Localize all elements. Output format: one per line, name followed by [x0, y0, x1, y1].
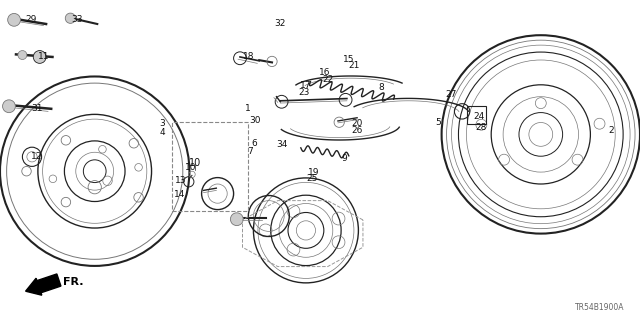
Text: 24: 24 — [473, 112, 484, 121]
Text: 21: 21 — [348, 61, 360, 70]
Text: 4: 4 — [159, 128, 164, 137]
Text: 1: 1 — [246, 104, 251, 113]
Text: 10: 10 — [189, 157, 202, 168]
Text: 33: 33 — [71, 15, 83, 24]
Circle shape — [33, 51, 46, 63]
Text: 11: 11 — [38, 52, 49, 61]
Text: 22: 22 — [322, 75, 333, 84]
Text: 30: 30 — [249, 116, 260, 125]
Text: TR54B1900A: TR54B1900A — [575, 303, 624, 312]
Text: 3: 3 — [159, 119, 164, 128]
Text: 26: 26 — [351, 126, 363, 135]
Text: 28: 28 — [476, 123, 487, 132]
Text: 16: 16 — [319, 68, 331, 77]
Text: 25: 25 — [307, 174, 318, 183]
Text: FR.: FR. — [63, 277, 83, 287]
Text: 27: 27 — [445, 90, 457, 99]
Text: 13: 13 — [175, 176, 186, 185]
Text: 7: 7 — [247, 147, 252, 156]
Text: 32: 32 — [275, 19, 286, 28]
Text: 14: 14 — [173, 190, 185, 199]
Text: 10: 10 — [185, 164, 196, 172]
Text: 17: 17 — [300, 81, 312, 90]
Circle shape — [65, 13, 76, 23]
Circle shape — [3, 100, 15, 113]
Circle shape — [18, 51, 27, 60]
Text: 23: 23 — [298, 88, 310, 97]
Text: 2: 2 — [609, 126, 614, 135]
Text: 34: 34 — [276, 140, 287, 149]
Circle shape — [8, 13, 20, 26]
Text: 31: 31 — [31, 104, 43, 113]
Text: 9: 9 — [342, 154, 347, 163]
Text: 15: 15 — [343, 55, 355, 64]
Text: 19: 19 — [308, 168, 319, 177]
FancyArrow shape — [26, 274, 61, 295]
Bar — [467, 106, 486, 124]
Text: 6: 6 — [252, 139, 257, 148]
Text: 8: 8 — [378, 83, 383, 92]
Text: 18: 18 — [243, 52, 254, 61]
Circle shape — [230, 213, 243, 226]
Text: 20: 20 — [351, 119, 363, 128]
Text: 29: 29 — [25, 15, 36, 24]
Text: 5: 5 — [436, 118, 441, 127]
Text: 12: 12 — [31, 152, 43, 161]
